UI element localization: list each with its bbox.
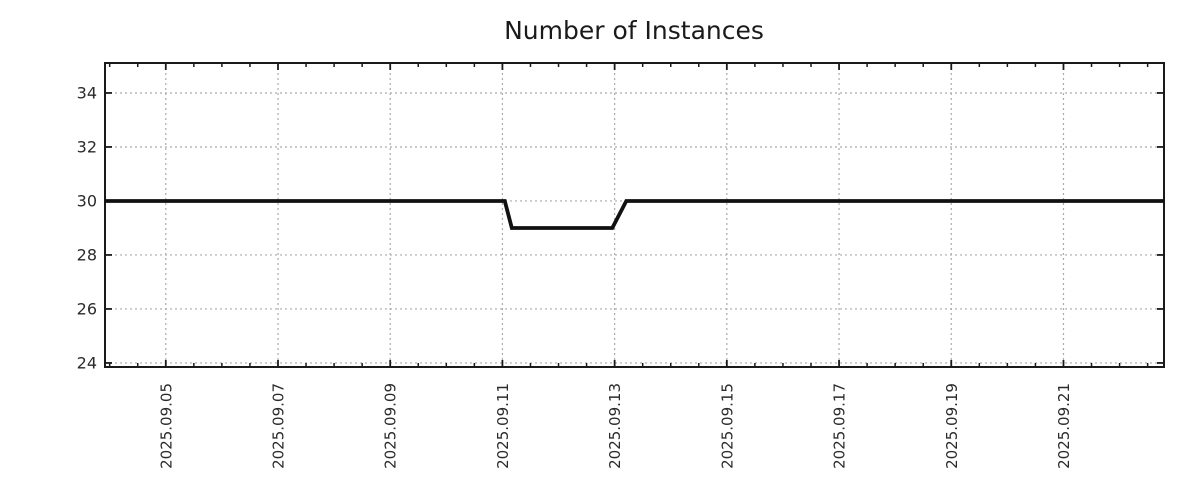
y-tick-label: 24 bbox=[77, 353, 97, 372]
x-tick-label: 2025.09.11 bbox=[494, 383, 512, 469]
y-tick-label: 32 bbox=[77, 137, 97, 156]
x-tick-label: 2025.09.05 bbox=[157, 383, 175, 469]
plot-border bbox=[104, 62, 1165, 368]
gridlines bbox=[105, 63, 1164, 367]
chart-title: Number of Instances bbox=[504, 16, 764, 45]
x-tick-label: 2025.09.17 bbox=[831, 383, 849, 469]
series-line bbox=[105, 199, 1164, 230]
x-tick-label: 2025.09.07 bbox=[269, 383, 287, 469]
x-tick-label: 2025.09.13 bbox=[606, 383, 624, 469]
x-tick-label: 2025.09.09 bbox=[382, 383, 400, 469]
x-axis-labels: 2025.09.05 2025.09.07 2025.09.09 2025.09.11… bbox=[157, 383, 1073, 469]
y-axis-labels: 24 26 28 30 32 34 bbox=[77, 83, 97, 372]
y-tick-label: 26 bbox=[77, 299, 97, 318]
y-tick-label: 34 bbox=[77, 83, 97, 102]
x-tick-label: 2025.09.21 bbox=[1055, 383, 1073, 469]
x-tick-label: 2025.09.15 bbox=[718, 383, 736, 469]
axis-ticks bbox=[105, 63, 1164, 367]
y-tick-label: 30 bbox=[77, 191, 97, 210]
x-tick-label: 2025.09.19 bbox=[943, 383, 961, 469]
y-tick-label: 28 bbox=[77, 245, 97, 264]
